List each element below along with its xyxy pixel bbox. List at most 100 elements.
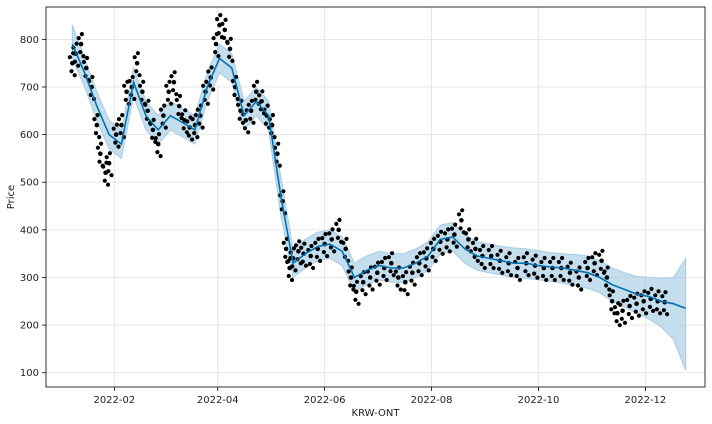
observed-point <box>446 227 451 232</box>
observed-point <box>351 283 356 288</box>
observed-point <box>286 273 291 279</box>
y-tick-label: 400 <box>20 225 39 236</box>
observed-point <box>565 264 570 269</box>
observed-point <box>419 273 424 278</box>
observed-point <box>243 118 249 123</box>
observed-point <box>423 264 428 269</box>
observed-point <box>622 320 628 325</box>
observed-point <box>597 252 602 257</box>
observed-point <box>211 36 216 41</box>
observed-point <box>353 297 358 302</box>
observed-point <box>398 287 403 292</box>
observed-point <box>76 36 81 41</box>
observed-point <box>481 243 486 249</box>
observed-point <box>78 41 84 47</box>
observed-point <box>556 259 562 265</box>
observed-point <box>122 83 127 88</box>
observed-point <box>296 249 301 254</box>
observed-point <box>551 255 556 261</box>
observed-point <box>470 240 476 245</box>
observed-point <box>542 255 547 261</box>
observed-point <box>158 107 164 112</box>
observed-point <box>497 266 502 271</box>
uncertainty-band <box>71 24 687 371</box>
observed-point <box>329 237 335 242</box>
observed-point <box>81 59 86 65</box>
observed-point <box>640 307 646 312</box>
observed-point <box>283 254 288 259</box>
observed-point <box>216 54 221 59</box>
x-tick-label: 2022-06 <box>304 395 346 406</box>
observed-point <box>302 241 307 246</box>
observed-point <box>540 273 546 279</box>
observed-point <box>560 255 565 261</box>
observed-point <box>607 293 612 298</box>
observed-point <box>654 307 660 312</box>
observed-point <box>465 245 470 250</box>
observed-point <box>291 246 296 251</box>
observed-point <box>297 239 302 244</box>
observed-point <box>523 269 528 274</box>
observed-point <box>222 27 228 33</box>
observed-point <box>599 258 604 264</box>
observed-point <box>158 154 163 159</box>
observed-point <box>585 265 590 271</box>
observed-point <box>102 178 107 183</box>
forecast-path <box>71 43 686 310</box>
observed-point <box>101 164 106 169</box>
y-tick-label: 100 <box>20 368 39 379</box>
observed-point <box>576 275 582 280</box>
observed-point <box>323 232 328 237</box>
observed-point <box>127 78 132 84</box>
observed-point <box>90 74 95 80</box>
observed-point <box>598 266 603 271</box>
observed-point <box>308 253 314 259</box>
observed-point <box>336 227 342 233</box>
observed-point <box>466 237 471 242</box>
plot-border <box>45 6 706 388</box>
observed-point <box>162 103 167 108</box>
observed-point <box>105 182 111 187</box>
observed-point <box>558 273 563 279</box>
observed-point <box>609 307 614 312</box>
observed-point <box>444 245 449 250</box>
observed-point <box>143 102 148 107</box>
observed-point <box>498 248 503 253</box>
observed-point <box>225 40 230 46</box>
observed-point <box>454 244 459 249</box>
observed-point <box>618 302 623 307</box>
observed-point <box>360 288 365 293</box>
observed-point <box>275 151 280 156</box>
observed-point <box>410 270 415 276</box>
observed-point <box>567 270 573 276</box>
observed-point <box>209 65 214 70</box>
observed-point <box>409 278 414 283</box>
observed-point <box>402 288 407 293</box>
observed-point <box>227 46 233 52</box>
observed-point <box>327 231 332 236</box>
observed-point <box>428 240 433 245</box>
observed-point <box>137 73 142 78</box>
observed-point <box>313 240 318 245</box>
observed-point <box>363 292 368 297</box>
observed-point <box>150 135 155 140</box>
observed-point <box>653 293 658 298</box>
observed-point <box>223 17 228 22</box>
observed-point <box>238 108 243 114</box>
observed-point <box>391 273 396 278</box>
observed-point <box>575 283 581 288</box>
observed-point <box>215 17 220 22</box>
observed-point <box>246 130 251 135</box>
observed-point <box>548 259 553 265</box>
observed-point <box>439 229 444 234</box>
observed-point <box>145 108 150 114</box>
observed-point <box>116 117 122 122</box>
observed-point <box>609 299 615 304</box>
observed-point <box>270 113 275 118</box>
observed-point <box>146 98 151 103</box>
observed-point <box>629 315 635 321</box>
observed-point <box>76 63 81 68</box>
observed-point <box>549 273 554 279</box>
observed-point <box>665 312 670 317</box>
observed-point <box>165 97 170 102</box>
